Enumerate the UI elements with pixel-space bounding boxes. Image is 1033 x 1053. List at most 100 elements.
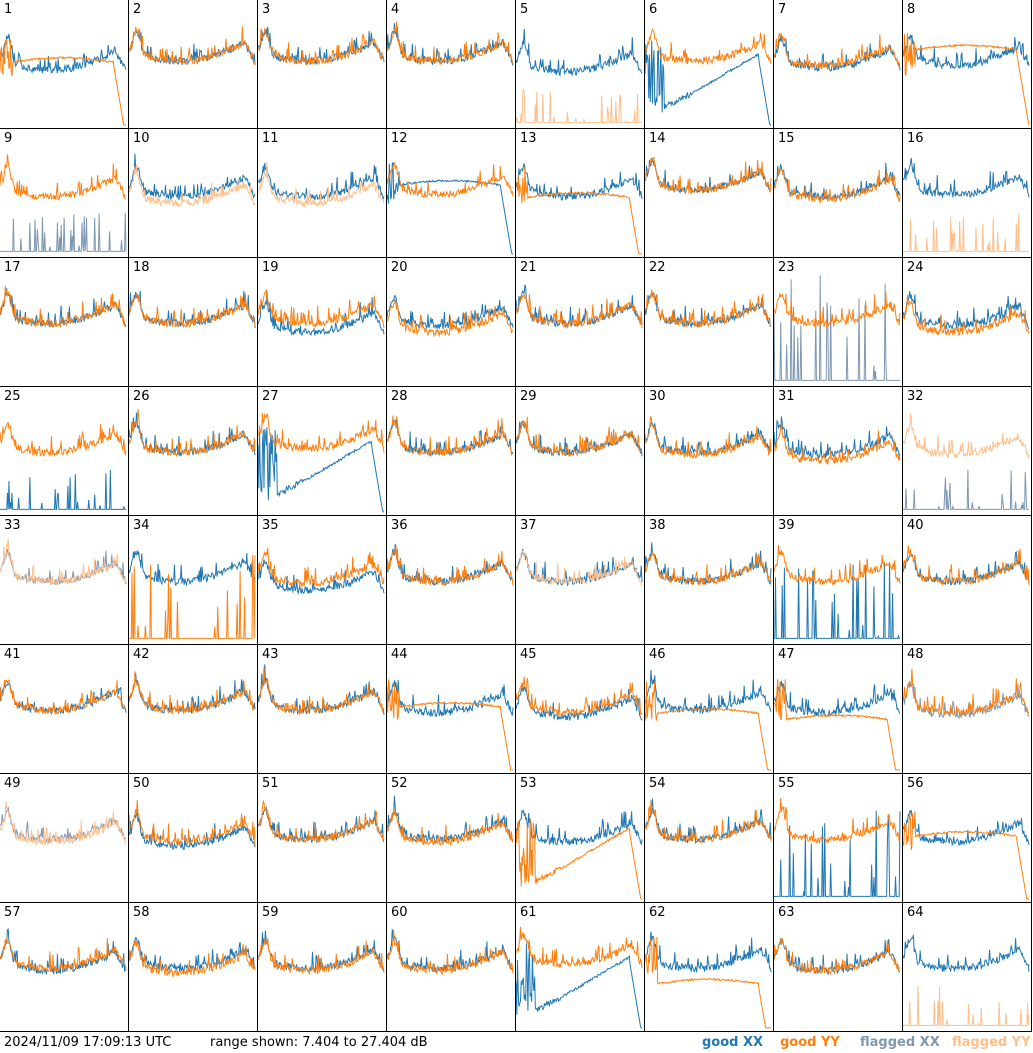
panel-number: 13 — [520, 131, 537, 146]
panel-plot — [903, 33, 1030, 125]
panel-49: 49 — [0, 774, 129, 903]
panel-plot — [387, 795, 514, 846]
series-yy-62 — [645, 936, 772, 1029]
series-xx-61 — [516, 943, 643, 1029]
panel-number: 21 — [520, 260, 537, 275]
legend-flagged-xx: flagged XX — [860, 1035, 940, 1050]
series-yy-59 — [258, 938, 385, 976]
series-xx-35 — [258, 559, 385, 595]
footer: 2024/11/09 17:09:13 UTC range shown: 7.4… — [0, 1033, 1033, 1053]
panel-number: 62 — [649, 905, 666, 920]
panel-number: 37 — [520, 518, 537, 533]
panel-26: 26 — [129, 387, 258, 516]
panel-60: 60 — [387, 903, 516, 1032]
series-xx-24 — [903, 291, 1030, 330]
series-yy-24 — [903, 295, 1030, 337]
panel-plot — [774, 679, 901, 771]
series-yy-40 — [903, 545, 1030, 587]
series-xx-22 — [645, 291, 772, 329]
series-yy-48 — [903, 668, 1030, 718]
series-yy-55 — [774, 797, 901, 845]
panel-23: 23 — [774, 258, 903, 387]
panel-number: 32 — [907, 389, 924, 404]
panel-number: 24 — [907, 260, 924, 275]
panel-plot — [774, 937, 901, 976]
panel-plot — [387, 21, 514, 66]
panel-number: 52 — [391, 776, 408, 791]
panel-plot — [387, 415, 514, 458]
panel-1: 1 — [0, 0, 129, 129]
panel-5: 5 — [516, 0, 645, 129]
panel-number: 17 — [4, 260, 21, 275]
series-yy-3 — [258, 27, 385, 66]
panel-number: 57 — [4, 905, 21, 920]
series-yy-47 — [774, 679, 901, 771]
panel-number: 60 — [391, 905, 408, 920]
series-yy-45 — [516, 676, 643, 717]
series-yy-44 — [387, 679, 514, 771]
panel-59: 59 — [258, 903, 387, 1032]
panel-2: 2 — [129, 0, 258, 129]
series-yy-36 — [387, 545, 514, 587]
series-yy-29 — [516, 416, 643, 457]
series-xx-17 — [0, 288, 127, 328]
panel-41: 41 — [0, 645, 129, 774]
panel-55: 55 — [774, 774, 903, 903]
series-xx-8 — [903, 34, 1030, 71]
panel-54: 54 — [645, 774, 774, 903]
series-yy-20 — [387, 298, 514, 338]
series-yy-28 — [387, 415, 514, 457]
panel-number: 63 — [778, 905, 795, 920]
panel-number: 43 — [262, 647, 279, 662]
panel-plot — [774, 162, 901, 204]
panel-number: 39 — [778, 518, 795, 533]
series-yy-61 — [516, 926, 643, 969]
series-xx-25 — [0, 469, 127, 510]
panel-plot — [645, 669, 772, 771]
panel-plot — [129, 800, 256, 851]
panel-plot — [516, 548, 643, 587]
range-text: range shown: 7.404 to 27.404 dB — [210, 1035, 428, 1050]
panel-plot — [129, 153, 256, 208]
series-yy-16 — [903, 214, 1030, 253]
panel-plot — [774, 797, 901, 897]
panel-plot — [774, 275, 901, 381]
series-yy-11 — [258, 162, 385, 208]
panel-number: 23 — [778, 260, 795, 275]
panel-number: 26 — [133, 389, 150, 404]
series-yy-63 — [774, 937, 901, 976]
panel-number: 59 — [262, 905, 279, 920]
panel-plot — [903, 809, 1030, 900]
panel-plot — [645, 798, 772, 845]
panel-51: 51 — [258, 774, 387, 903]
panel-plot — [645, 28, 772, 126]
series-yy-37 — [516, 549, 643, 586]
panel-28: 28 — [387, 387, 516, 516]
panel-13: 13 — [516, 129, 645, 258]
panel-number: 16 — [907, 131, 924, 146]
series-xx-47 — [774, 681, 901, 718]
panel-plot — [258, 412, 385, 513]
panel-plot — [0, 538, 127, 586]
panel-number: 10 — [133, 131, 150, 146]
panel-plot — [129, 550, 256, 639]
panel-14: 14 — [645, 129, 774, 258]
panel-number: 6 — [649, 2, 658, 17]
series-xx-32 — [903, 469, 1030, 510]
panel-38: 38 — [645, 516, 774, 645]
series-xx-43 — [258, 664, 385, 716]
panel-45: 45 — [516, 645, 645, 774]
panel-plot — [258, 27, 385, 66]
panel-plot — [516, 28, 643, 123]
series-yy-26 — [129, 408, 256, 458]
panel-plot — [516, 676, 643, 721]
series-xx-16 — [903, 157, 1030, 198]
series-yy-54 — [645, 800, 772, 845]
series-yy-23 — [774, 292, 901, 328]
panel-plot — [387, 929, 514, 976]
series-xx-6 — [645, 40, 772, 126]
series-xx-31 — [774, 416, 901, 460]
panel-plot — [903, 157, 1030, 253]
panel-number: 31 — [778, 389, 795, 404]
panel-number: 51 — [262, 776, 279, 791]
